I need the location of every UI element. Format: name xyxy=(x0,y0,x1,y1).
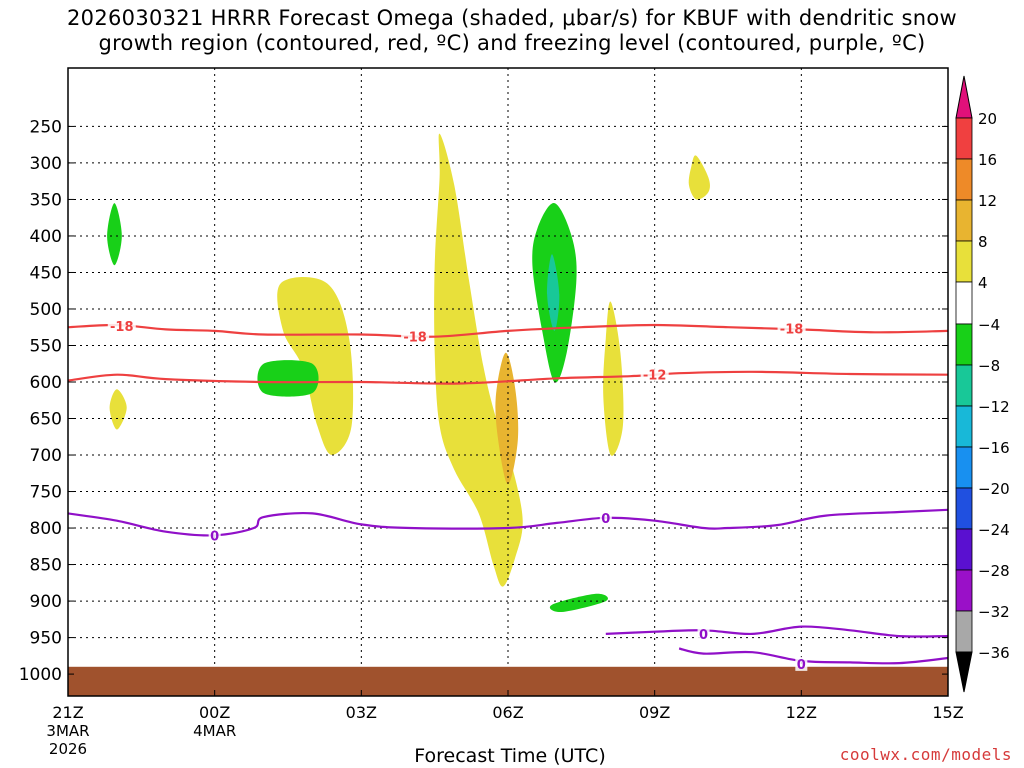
freezing-level-label-bg xyxy=(795,656,808,671)
colorbar-label: −20 xyxy=(978,480,1010,498)
dgz-contour-label: -18 xyxy=(403,331,427,346)
x-tick-label: 21Z xyxy=(52,703,83,722)
y-tick-label: 950 xyxy=(30,629,62,649)
omega-4-tall xyxy=(434,133,523,587)
y-tick-label: 1000 xyxy=(19,665,62,685)
omega-neg4-box xyxy=(257,360,319,397)
y-tick-label: 300 xyxy=(30,154,62,174)
x-tick-label: 06Z xyxy=(492,703,523,722)
freezing-level-contour-label: 0 xyxy=(699,628,708,643)
colorbar-bin-neg xyxy=(955,569,973,612)
chart-title-line1: 2026030321 HRRR Forecast Omega (shaded, … xyxy=(67,6,957,30)
freezing-level-contour-label: 0 xyxy=(601,512,610,527)
colorbar-bin-neg xyxy=(955,487,973,530)
colorbar-bin-neg xyxy=(955,446,973,489)
y-tick-label: 750 xyxy=(30,483,62,503)
colorbar-top-arrow xyxy=(955,75,973,119)
x-tick-date: 4MAR xyxy=(193,722,236,740)
y-tick-label: 250 xyxy=(30,117,62,137)
colorbar-bin-neg xyxy=(955,405,973,448)
dgz-label-bg xyxy=(401,329,430,344)
dgz-label-bg xyxy=(777,321,806,336)
colorbar-label: −36 xyxy=(978,644,1010,662)
credit-link[interactable]: coolwx.com/models xyxy=(839,745,1012,764)
omega-neg4-left xyxy=(107,203,122,266)
colorbar-label: 20 xyxy=(978,110,997,128)
y-tick-label: 600 xyxy=(30,373,62,393)
chart-title-line2: growth region (contoured, red, ºC) and f… xyxy=(98,31,926,55)
omega-4-right xyxy=(603,301,624,456)
plot-area: -18 -18 -18 -12 0 0 0 0 xyxy=(68,68,948,696)
colorbar-bin-neg xyxy=(955,323,973,366)
y-tick-label: 350 xyxy=(30,190,62,210)
freezing-level-contour-label: 0 xyxy=(210,529,219,544)
x-axis-title: Forecast Time (UTC) xyxy=(414,745,606,767)
colorbar-label: 16 xyxy=(978,151,997,169)
y-tick-label: 800 xyxy=(30,519,62,539)
x-tick-label: 03Z xyxy=(346,703,377,722)
dgz-contour-1 xyxy=(68,370,948,385)
y-tick-label: 400 xyxy=(30,227,62,247)
colorbar-label: 8 xyxy=(978,233,988,251)
colorbar-label: −24 xyxy=(978,521,1010,539)
freezing-level-label-bg xyxy=(208,528,221,543)
colorbar-bin-neg xyxy=(955,528,973,571)
dgz-contour-label: -18 xyxy=(780,323,804,338)
colorbar-label: 4 xyxy=(978,274,988,292)
x-tick-label: 15Z xyxy=(932,703,963,722)
colorbar-label: −12 xyxy=(978,398,1010,416)
x-tick-label: 00Z xyxy=(199,703,230,722)
colorbar-bin-pos xyxy=(955,117,973,160)
colorbar-label: −16 xyxy=(978,439,1010,457)
dgz-label-bg xyxy=(107,318,136,333)
y-tick-label: 900 xyxy=(30,592,62,612)
y-tick-label: 550 xyxy=(30,336,62,356)
omega-4-mid xyxy=(277,277,354,455)
y-tick-label: 450 xyxy=(30,263,62,283)
y-tick-label: 500 xyxy=(30,300,62,320)
omega-neg4-low xyxy=(549,593,608,613)
chart-title: 2026030321 HRRR Forecast Omega (shaded, … xyxy=(0,6,1024,56)
freezing-level-label-bg xyxy=(697,626,710,641)
colorbar-bin-neutral xyxy=(955,281,973,325)
y-tick-label: 650 xyxy=(30,410,62,430)
freezing-level-contour-1 xyxy=(605,625,948,638)
dgz-contour-label: -12 xyxy=(643,369,667,384)
dgz-contour-label: -18 xyxy=(110,320,134,335)
y-tick-label: 700 xyxy=(30,446,62,466)
omega-4-upper xyxy=(688,155,710,200)
colorbar-label: −32 xyxy=(978,603,1010,621)
colorbar-label: −28 xyxy=(978,562,1010,580)
colorbar-bin-pos xyxy=(955,199,973,242)
colorbar-bin-neg xyxy=(955,364,973,407)
x-tick-year: 2026 xyxy=(49,740,87,758)
colorbar-bin-pos xyxy=(955,240,973,283)
x-tick-date: 3MAR xyxy=(46,722,89,740)
omega-neg8-core xyxy=(547,254,560,331)
omega-4-left xyxy=(109,389,127,430)
colorbar-bin-pos xyxy=(955,158,973,201)
freezing-level-contour-label: 0 xyxy=(797,658,806,673)
colorbar-label: −8 xyxy=(978,357,1000,375)
colorbar-label: 12 xyxy=(978,192,997,210)
y-tick-label: 850 xyxy=(30,556,62,576)
colorbar-bin-neg xyxy=(955,610,973,653)
dgz-label-bg xyxy=(640,367,669,382)
freezing-level-label-bg xyxy=(599,510,612,525)
colorbar-label: −4 xyxy=(978,316,1000,334)
x-tick-label: 12Z xyxy=(786,703,817,722)
freezing-level-contour-2 xyxy=(678,647,948,665)
x-tick-label: 09Z xyxy=(639,703,670,722)
colorbar-bottom-arrow xyxy=(955,651,973,693)
